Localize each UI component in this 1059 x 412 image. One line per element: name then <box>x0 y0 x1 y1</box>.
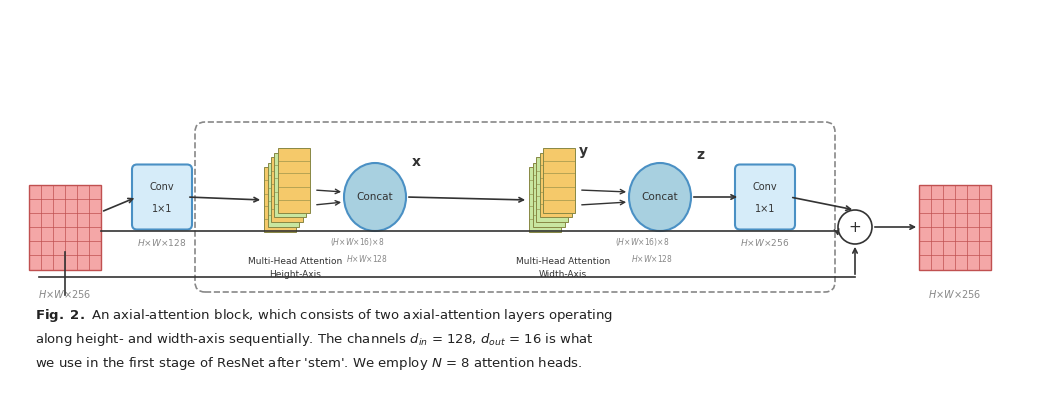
Text: Multi-Head Attention: Multi-Head Attention <box>248 257 342 266</box>
Text: Conv: Conv <box>149 182 175 192</box>
Text: $\bf{Fig.\ 2.}$ An axial-attention block, which consists of two axial-attention : $\bf{Fig.\ 2.}$ An axial-attention block… <box>35 307 613 372</box>
Text: $(H$$\times$$W$$\times$16$)$$\times$8: $(H$$\times$$W$$\times$16$)$$\times$8 <box>329 236 384 248</box>
Text: $\mathbf{x}$: $\mathbf{x}$ <box>411 155 421 169</box>
Text: $H$$\times$$W$$\times$128: $H$$\times$$W$$\times$128 <box>346 253 388 264</box>
FancyBboxPatch shape <box>271 157 303 222</box>
Text: 1×1: 1×1 <box>151 204 173 214</box>
Ellipse shape <box>344 163 406 231</box>
Text: $\mathbf{z}$: $\mathbf{z}$ <box>696 148 705 162</box>
Text: $H$$\times$$W$$\times$128: $H$$\times$$W$$\times$128 <box>631 253 672 264</box>
Text: $H$$\times$$W$$\times$128: $H$$\times$$W$$\times$128 <box>138 237 186 248</box>
FancyBboxPatch shape <box>279 147 310 213</box>
Text: Width-Axis: Width-Axis <box>539 270 587 279</box>
FancyBboxPatch shape <box>274 152 306 218</box>
Text: Conv: Conv <box>753 182 777 192</box>
Text: $H$$\times$$W$$\times$256: $H$$\times$$W$$\times$256 <box>740 237 790 248</box>
FancyBboxPatch shape <box>268 162 300 227</box>
FancyBboxPatch shape <box>543 147 575 213</box>
Text: Concat: Concat <box>357 192 393 202</box>
Text: $H$$\times$$W$$\times$256: $H$$\times$$W$$\times$256 <box>38 288 92 300</box>
FancyBboxPatch shape <box>132 164 192 229</box>
FancyBboxPatch shape <box>539 152 572 218</box>
FancyBboxPatch shape <box>533 162 564 227</box>
Text: Height-Axis: Height-Axis <box>269 270 321 279</box>
FancyBboxPatch shape <box>264 168 297 232</box>
FancyBboxPatch shape <box>919 185 991 269</box>
FancyBboxPatch shape <box>530 168 561 232</box>
Circle shape <box>838 210 872 244</box>
FancyBboxPatch shape <box>735 164 795 229</box>
Text: $\mathbf{y}$: $\mathbf{y}$ <box>577 145 589 159</box>
Text: Concat: Concat <box>642 192 679 202</box>
Text: +: + <box>848 220 861 234</box>
Text: $(H$$\times$$W$$\times$16$)$$\times$8: $(H$$\times$$W$$\times$16$)$$\times$8 <box>615 236 669 248</box>
Ellipse shape <box>629 163 692 231</box>
Text: $H$$\times$$W$$\times$256: $H$$\times$$W$$\times$256 <box>929 288 982 300</box>
Text: 1×1: 1×1 <box>755 204 775 214</box>
Text: Multi-Head Attention: Multi-Head Attention <box>516 257 610 266</box>
FancyBboxPatch shape <box>536 157 568 222</box>
FancyBboxPatch shape <box>29 185 101 269</box>
